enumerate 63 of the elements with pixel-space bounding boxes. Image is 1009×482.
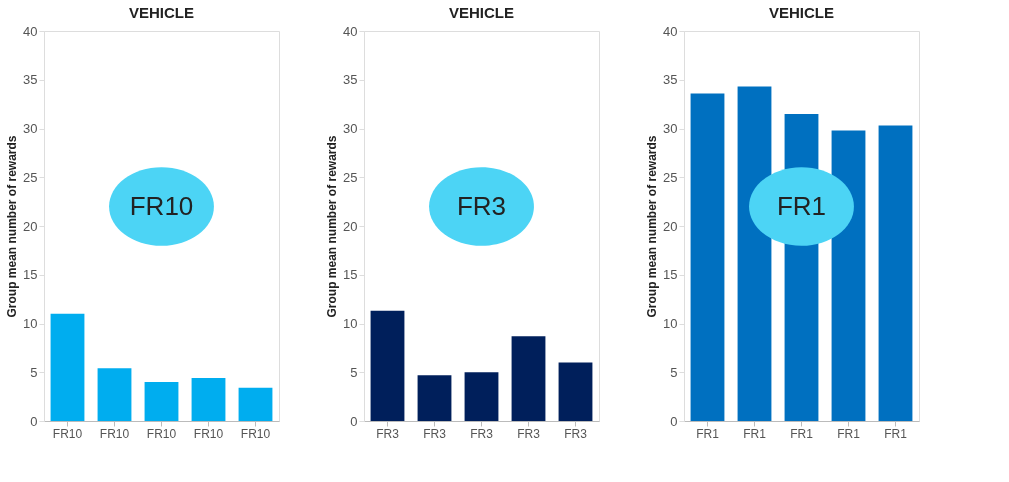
bar <box>97 368 132 421</box>
y-tick-label: 5 <box>30 364 38 380</box>
y-tick-label: 10 <box>663 316 678 331</box>
y-tick-label: 20 <box>23 218 38 234</box>
y-tick-label: 0 <box>30 413 38 429</box>
x-tick-label: FR3 <box>517 426 541 441</box>
y-tick-label: 10 <box>343 316 358 331</box>
y-tick-label: 40 <box>663 23 678 39</box>
annotation: FR3 <box>456 190 507 221</box>
bar <box>370 310 405 421</box>
bar <box>238 387 273 421</box>
bar <box>191 378 226 421</box>
y-axis-title: Group mean number of rewards <box>5 135 20 318</box>
y-tick-label: 35 <box>23 72 38 88</box>
x-tick-label: FR10 <box>193 426 224 441</box>
y-tick-label: 0 <box>350 413 358 429</box>
y-tick-label: 10 <box>23 316 38 331</box>
y-tick-label: 15 <box>343 267 358 283</box>
bar <box>50 313 85 421</box>
x-tick-label: FR1 <box>837 426 861 441</box>
chart-title: VEHICLE <box>448 4 515 21</box>
x-tick-label: FR1 <box>696 426 720 441</box>
y-tick-label: 0 <box>670 413 678 429</box>
x-tick-label: FR1 <box>884 426 908 441</box>
y-tick-label: 5 <box>670 364 678 380</box>
x-tick-label: FR3 <box>376 426 400 441</box>
bar <box>558 362 593 421</box>
x-tick-label: FR3 <box>423 426 447 441</box>
bar <box>511 336 546 421</box>
chart-title: VEHICLE <box>768 4 835 21</box>
x-tick-label: FR3 <box>470 426 494 441</box>
x-tick-label: FR1 <box>790 426 814 441</box>
bar <box>878 125 913 421</box>
y-tick-label: 35 <box>663 72 678 88</box>
y-axis-title: Group mean number of rewards <box>325 135 340 318</box>
bar <box>464 372 499 421</box>
y-tick-label: 30 <box>343 121 358 136</box>
y-tick-label: 20 <box>663 218 678 234</box>
y-tick-label: 25 <box>663 169 678 185</box>
y-axis-title: Group mean number of rewards <box>645 135 660 318</box>
bar <box>144 382 179 421</box>
x-tick-label: FR1 <box>743 426 767 441</box>
x-tick-label: FR10 <box>99 426 130 441</box>
y-tick-label: 40 <box>23 23 38 39</box>
chart-title: VEHICLE <box>128 4 195 21</box>
y-tick-label: 30 <box>663 121 678 136</box>
bar <box>417 375 452 421</box>
y-tick-label: 35 <box>343 72 358 88</box>
y-tick-label: 15 <box>23 267 38 283</box>
y-tick-label: 5 <box>350 364 358 380</box>
y-tick-label: 15 <box>663 267 678 283</box>
y-tick-label: 40 <box>343 23 358 39</box>
x-tick-label: FR10 <box>146 426 177 441</box>
x-tick-label: FR3 <box>564 426 588 441</box>
annotation: FR10 <box>129 190 194 221</box>
y-tick-label: 20 <box>343 218 358 234</box>
annotation: FR1 <box>776 190 827 221</box>
x-tick-label: FR10 <box>52 426 83 441</box>
y-tick-label: 25 <box>23 169 38 185</box>
y-tick-label: 30 <box>23 121 38 136</box>
y-tick-label: 25 <box>343 169 358 185</box>
x-tick-label: FR10 <box>240 426 271 441</box>
bar <box>690 93 725 421</box>
